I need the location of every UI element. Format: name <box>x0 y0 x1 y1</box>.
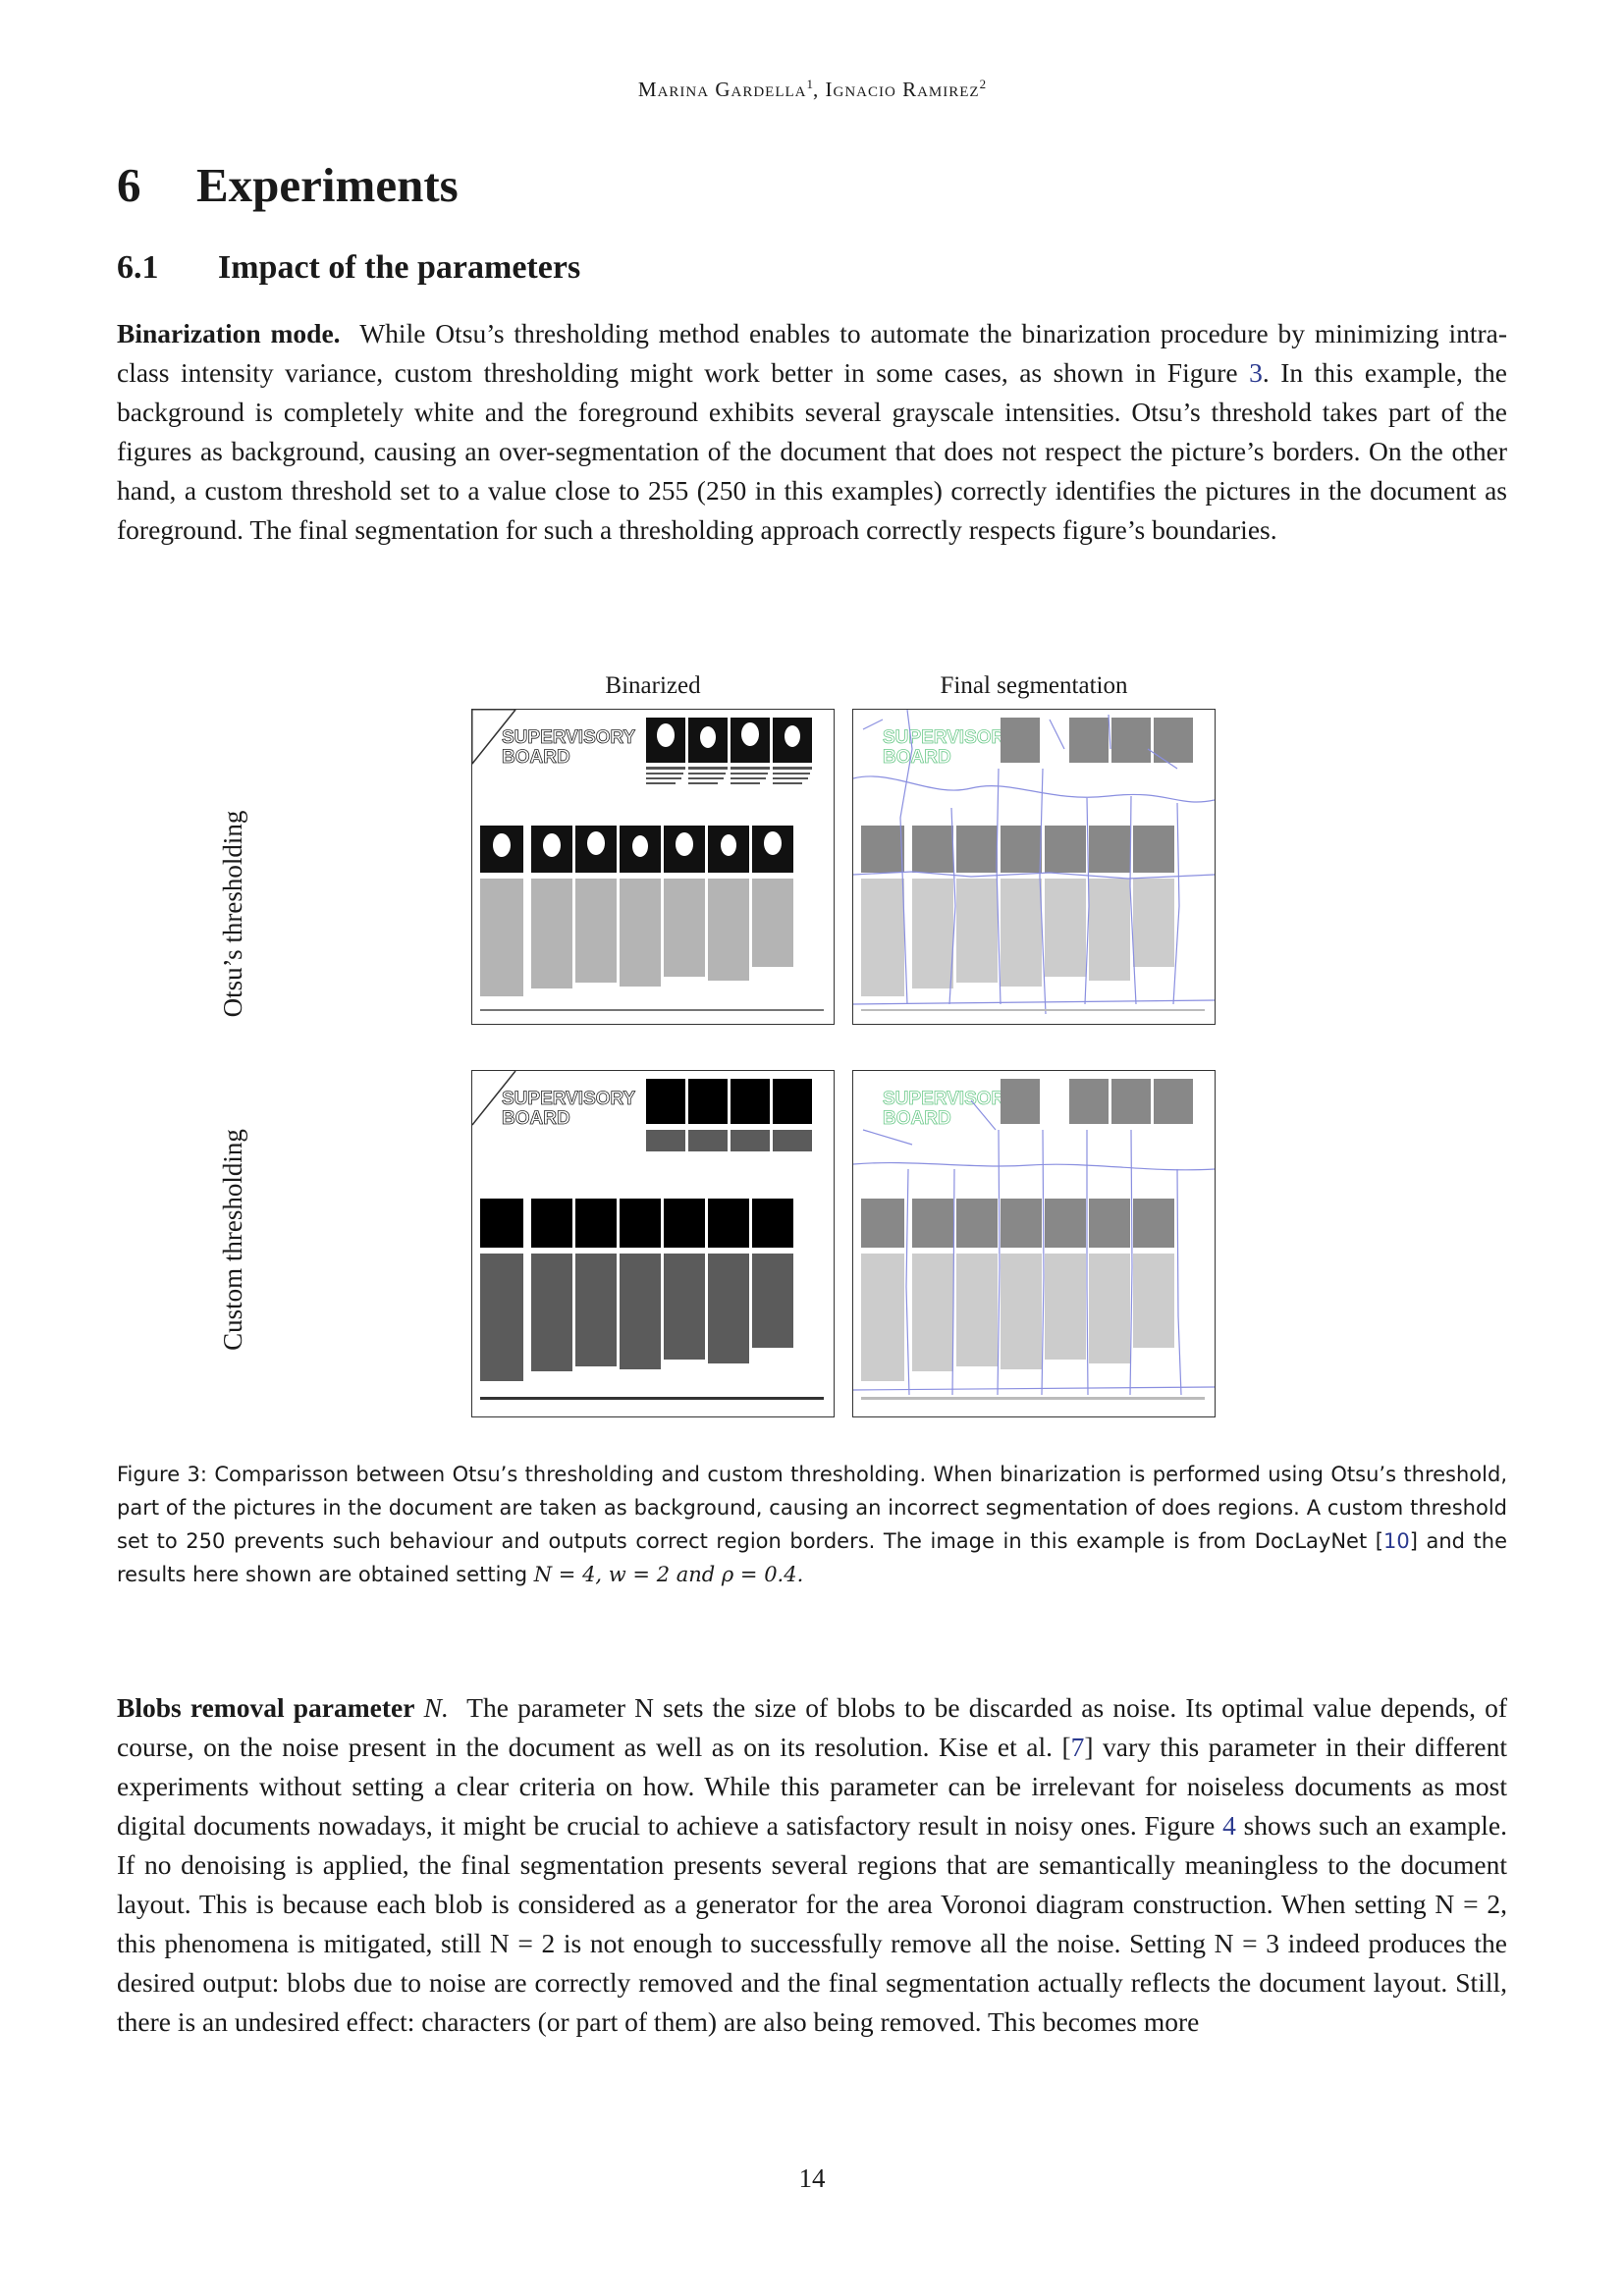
svg-text:BOARD: BOARD <box>883 747 951 768</box>
doc-heading: SUPERVISORY <box>502 1089 636 1109</box>
custom-binarized-portraits <box>480 1079 812 1248</box>
doc-heading: SUPERVISORY <box>883 727 1017 748</box>
figure-panel-custom-binarized: SUPERVISORY BOARD <box>471 1070 835 1417</box>
citation-link[interactable]: 7 <box>1070 1732 1085 1762</box>
figure-row-label-custom: Custom thresholding <box>218 1129 247 1351</box>
paragraph-binarization-mode: Binarization mode. While Otsu’s threshol… <box>117 318 1507 545</box>
subsection-title: Impact of the parameters <box>218 249 581 286</box>
doc-heading: SUPERVISORY <box>883 1089 1017 1109</box>
subsection-heading: 6.1 Impact of the parameters <box>117 249 580 287</box>
paragraph-blobs-removal: Blobs removal parameter N. The parameter… <box>117 1692 1508 2037</box>
section-heading: 6 Experiments <box>117 157 459 213</box>
figure-panel-custom-segmentation: SUPERVISORY BOARD <box>852 1070 1216 1417</box>
section-title: Experiments <box>196 158 459 212</box>
paragraph-lead: Blobs removal parameter <box>117 1692 415 1723</box>
caption-math: N = 4, w = 2 and ρ = 0.4. <box>533 1563 804 1586</box>
doc-heading: SUPERVISORY <box>502 727 636 748</box>
citation-link[interactable]: 10 <box>1382 1529 1410 1553</box>
binarized-text-columns <box>480 879 793 996</box>
voronoi-boundaries <box>853 710 1215 1015</box>
figure-ref-link[interactable]: 4 <box>1222 1810 1236 1841</box>
binarized-portraits-top <box>531 718 812 873</box>
running-head: Marina Gardella1, Ignacio Ramirez2 <box>637 77 987 101</box>
figure-ref-link[interactable]: 3 <box>1249 357 1263 388</box>
svg-text:BOARD: BOARD <box>502 747 570 768</box>
svg-text:BOARD: BOARD <box>883 1108 951 1129</box>
svg-text:BOARD: BOARD <box>502 1108 570 1129</box>
page-number: 14 <box>798 2163 826 2193</box>
figure-col-title-binarized: Binarized <box>605 672 701 699</box>
figure-col-title-segmentation: Final segmentation <box>940 672 1128 699</box>
figure-caption: Figure 3: Comparisson between Otsu’s thr… <box>117 1463 1507 1586</box>
voronoi-boundaries <box>853 1099 1215 1396</box>
subsection-number: 6.1 <box>117 249 159 286</box>
figure-panel-otsu-segmentation: SUPERVISORY BOARD <box>852 709 1216 1025</box>
figure-panel-otsu-binarized: SUPERVISORY BOARD <box>471 709 835 1025</box>
section-number: 6 <box>117 158 141 212</box>
paragraph-lead: Binarization mode. <box>117 318 341 348</box>
